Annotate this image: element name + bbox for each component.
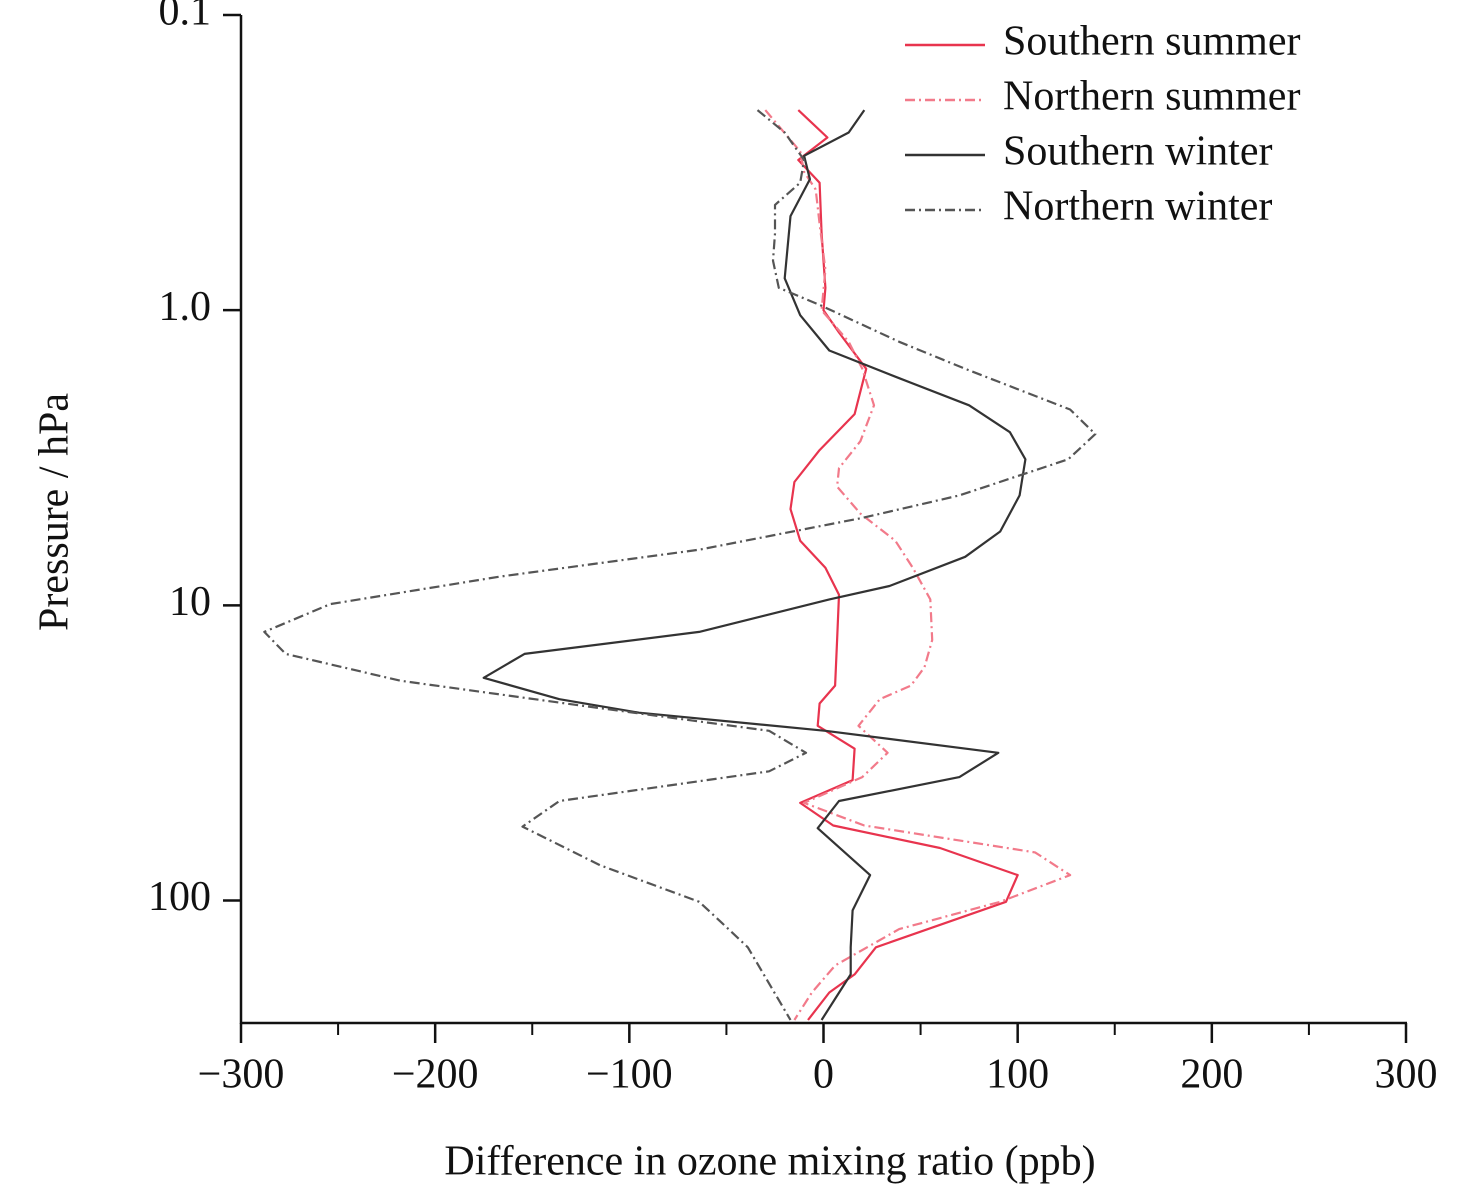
x-tick-label: 0 [813,1052,834,1098]
series-line [263,109,1097,1021]
legend-label: Southern winter [1003,129,1272,175]
series-line [482,109,1027,1021]
y-tick-label: 0.1 [159,0,212,35]
series-line [764,109,1072,1021]
y-tick-label: 1.0 [159,284,212,330]
series-line [789,109,1019,1021]
y-tick-label: 10 [169,579,211,625]
x-tick-label: −200 [392,1052,479,1098]
x-tick-label: −100 [586,1052,673,1098]
legend-label: Northern winter [1003,184,1272,230]
y-axis-label: Pressure / hPa [32,393,78,631]
legend-label: Northern summer [1003,74,1300,120]
x-tick-label: 300 [1375,1052,1438,1098]
x-axis-label: Difference in ozone mixing ratio (ppb) [444,1139,1095,1185]
x-tick-label: −300 [198,1052,285,1098]
legend-label: Southern summer [1003,19,1300,65]
x-tick-label: 100 [986,1052,1049,1098]
x-tick-label: 200 [1180,1052,1243,1098]
y-tick-label: 100 [148,874,211,920]
